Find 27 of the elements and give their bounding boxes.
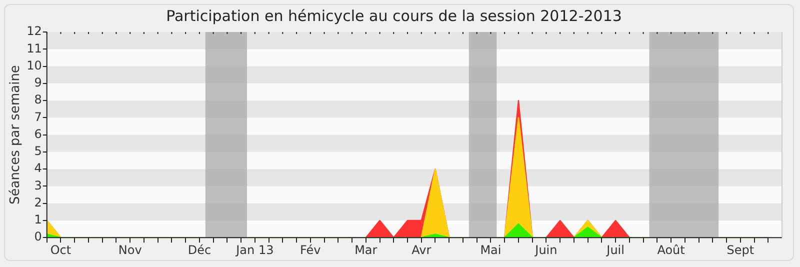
x-tick-label: Juin xyxy=(534,242,558,257)
x-tick-label: Avr xyxy=(412,242,432,257)
x-tick-label: Juil xyxy=(606,242,624,257)
x-tick-label: Nov xyxy=(118,242,142,257)
y-tick-label: 8 xyxy=(34,92,42,107)
x-tick-label: Déc xyxy=(188,242,212,257)
y-tick-label: 2 xyxy=(34,195,42,210)
x-tick-label: Jan 13 xyxy=(235,242,274,257)
y-tick-label: 0 xyxy=(34,230,42,244)
y-tick-label: 7 xyxy=(34,110,42,124)
x-tick-label: Mai xyxy=(480,242,502,257)
x-tick-label: Oct xyxy=(50,242,72,257)
y-tick-label: 11 xyxy=(26,41,42,56)
y-tick-label: 10 xyxy=(26,58,42,72)
x-tick-label: Août xyxy=(657,242,686,257)
chart-title: Participation en hémicycle au cours de la session 2012-2013 xyxy=(166,6,622,25)
x-tick-label: Sept xyxy=(726,242,754,257)
y-tick-label: 12 xyxy=(26,24,42,38)
y-tick-label: 6 xyxy=(34,126,42,141)
y-tick-label: 3 xyxy=(34,178,42,192)
y-tick-label: 5 xyxy=(34,144,42,158)
y-tick-label: 4 xyxy=(34,161,42,176)
x-tick-label: Mar xyxy=(354,242,378,257)
y-tick-label: 9 xyxy=(34,76,42,90)
y-axis-title: Séances par semaine xyxy=(8,65,24,205)
x-tick-label: Fév xyxy=(300,242,321,257)
y-tick-label: 1 xyxy=(34,212,42,227)
